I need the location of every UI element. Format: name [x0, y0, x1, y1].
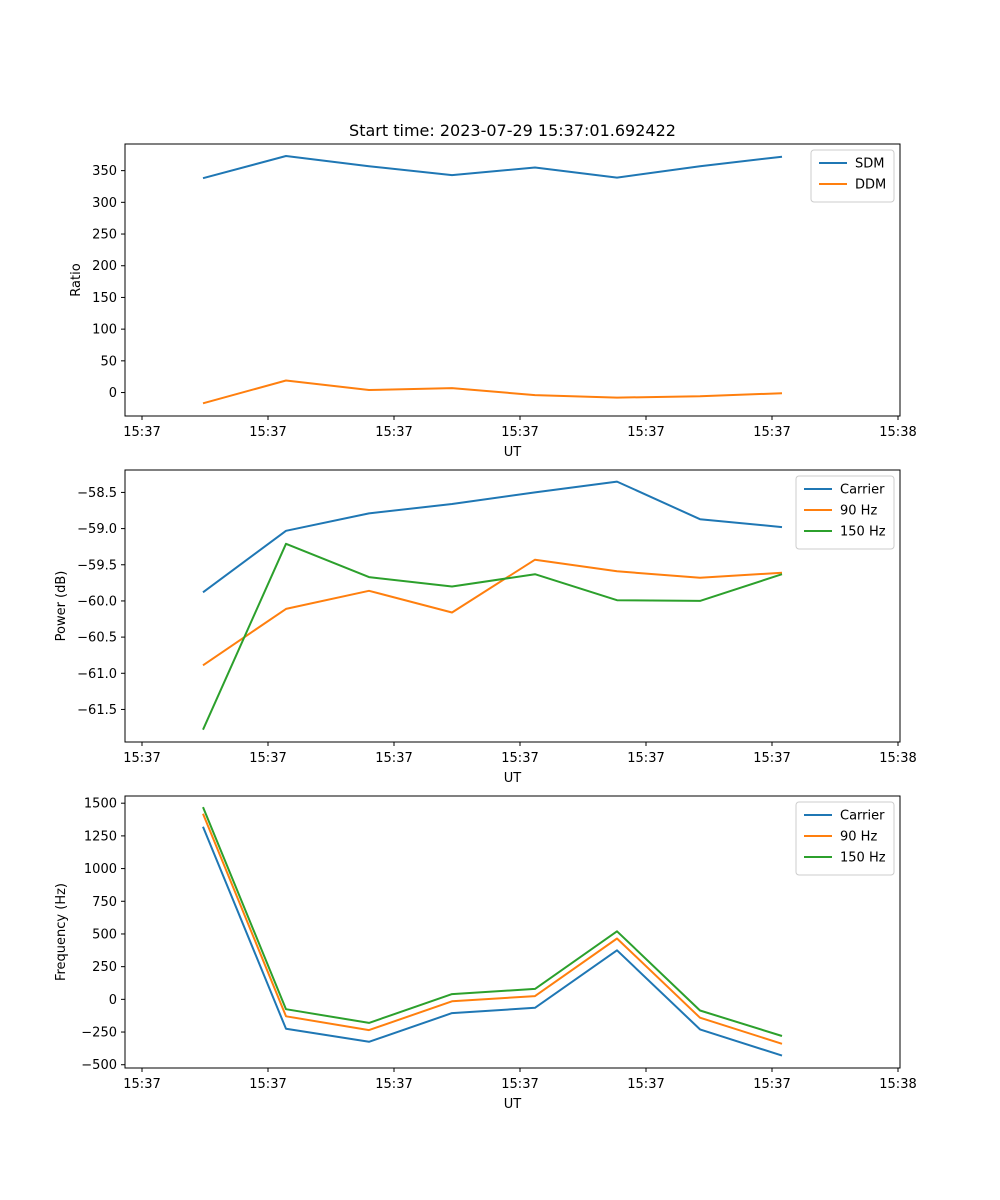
- series-line-carrier: [202, 480, 783, 594]
- x-tick-label: 15:37: [375, 1077, 412, 1092]
- x-tick-label: 15:37: [627, 1077, 664, 1092]
- y-tick-label: 1250: [84, 829, 117, 844]
- y-axis-label: Power (dB): [54, 571, 69, 642]
- y-tick-label: −59.5: [77, 558, 117, 573]
- series-line-ddm: [202, 379, 783, 405]
- y-tick-label: 350: [92, 164, 117, 179]
- y-tick-label: 0: [109, 386, 117, 401]
- y-tick-label: 500: [92, 927, 117, 942]
- x-tick-label: 15:37: [123, 425, 160, 440]
- y-tick-label: 750: [92, 895, 117, 910]
- subplot-1: 15:37 15:37 15:37 15:37 15:37 15:37 15:38 0 50 10…: [69, 121, 917, 460]
- y-tick-label: 250: [92, 960, 117, 975]
- legend-label: Carrier: [840, 483, 885, 498]
- series-line-150-hz: [202, 542, 783, 731]
- y-tick-label: −60.0: [77, 594, 117, 609]
- x-axis-label: UT: [504, 445, 522, 460]
- y-tick-label: 1000: [84, 862, 117, 877]
- y-axis-label: Ratio: [69, 263, 84, 296]
- legend: Carrier 90 Hz 150 Hz: [795, 801, 895, 876]
- x-tick-label: 15:37: [249, 1077, 286, 1092]
- series-line-90-hz: [202, 558, 783, 667]
- x-tick-label: 15:37: [501, 751, 538, 766]
- x-tick-label: 15:37: [627, 751, 664, 766]
- y-tick-label: −61.0: [77, 667, 117, 682]
- x-axis-label: UT: [504, 771, 522, 786]
- x-tick-label: 15:37: [123, 1077, 160, 1092]
- legend-label: DDM: [855, 178, 886, 193]
- y-axis-label: Frequency (Hz): [54, 883, 69, 981]
- y-tick-label: 150: [92, 291, 117, 306]
- x-tick-label: 15:37: [501, 1077, 538, 1092]
- x-axis-label: UT: [504, 1097, 522, 1112]
- y-tick-label: 50: [100, 354, 117, 369]
- legend-label: 150 Hz: [840, 525, 886, 540]
- legend: Carrier 90 Hz 150 Hz: [795, 475, 895, 550]
- x-tick-label: 15:37: [249, 751, 286, 766]
- x-tick-label: 15:37: [753, 751, 790, 766]
- x-tick-label: 15:38: [879, 751, 916, 766]
- legend-label: SDM: [855, 157, 884, 172]
- y-tick-label: 100: [92, 323, 117, 338]
- subplot-3: 15:37 15:37 15:37 15:37 15:37 15:37 15:38 −500 −…: [54, 795, 917, 1112]
- legend: SDM DDM: [810, 149, 895, 203]
- x-tick-label: 15:38: [879, 425, 916, 440]
- x-tick-label: 15:37: [375, 751, 412, 766]
- legend-label: 90 Hz: [840, 504, 877, 519]
- x-tick-label: 15:37: [249, 425, 286, 440]
- y-tick-label: −59.0: [77, 522, 117, 537]
- y-tick-label: 1500: [84, 797, 117, 812]
- x-tick-label: 15:37: [375, 425, 412, 440]
- y-tick-label: −58.5: [77, 486, 117, 501]
- y-tick-label: −500: [81, 1058, 117, 1073]
- plot-frame: [124, 795, 901, 1069]
- y-tick-label: 0: [109, 993, 117, 1008]
- series-line-carrier: [202, 826, 783, 1057]
- y-tick-label: −250: [81, 1026, 117, 1041]
- plot-frame: [124, 143, 901, 417]
- x-tick-label: 15:37: [753, 1077, 790, 1092]
- plot-frame: [124, 469, 901, 743]
- y-tick-label: 300: [92, 196, 117, 211]
- series-line-90-hz: [202, 813, 783, 1045]
- x-tick-label: 15:37: [123, 751, 160, 766]
- legend-label: Carrier: [840, 809, 885, 824]
- x-tick-label: 15:37: [753, 425, 790, 440]
- series-line-sdm: [202, 155, 783, 180]
- series-line-150-hz: [202, 806, 783, 1037]
- y-tick-label: −60.5: [77, 631, 117, 646]
- x-tick-label: 15:38: [879, 1077, 916, 1092]
- legend-label: 90 Hz: [840, 830, 877, 845]
- x-tick-label: 15:37: [501, 425, 538, 440]
- legend-label: 150 Hz: [840, 851, 886, 866]
- y-tick-label: −61.5: [77, 703, 117, 718]
- subplot-2: 15:37 15:37 15:37 15:37 15:37 15:37 15:38 −61.5…: [54, 469, 917, 786]
- chart-title: Start time: 2023-07-29 15:37:01.692422: [349, 121, 676, 140]
- y-tick-label: 250: [92, 228, 117, 243]
- y-tick-label: 200: [92, 259, 117, 274]
- x-tick-label: 15:37: [627, 425, 664, 440]
